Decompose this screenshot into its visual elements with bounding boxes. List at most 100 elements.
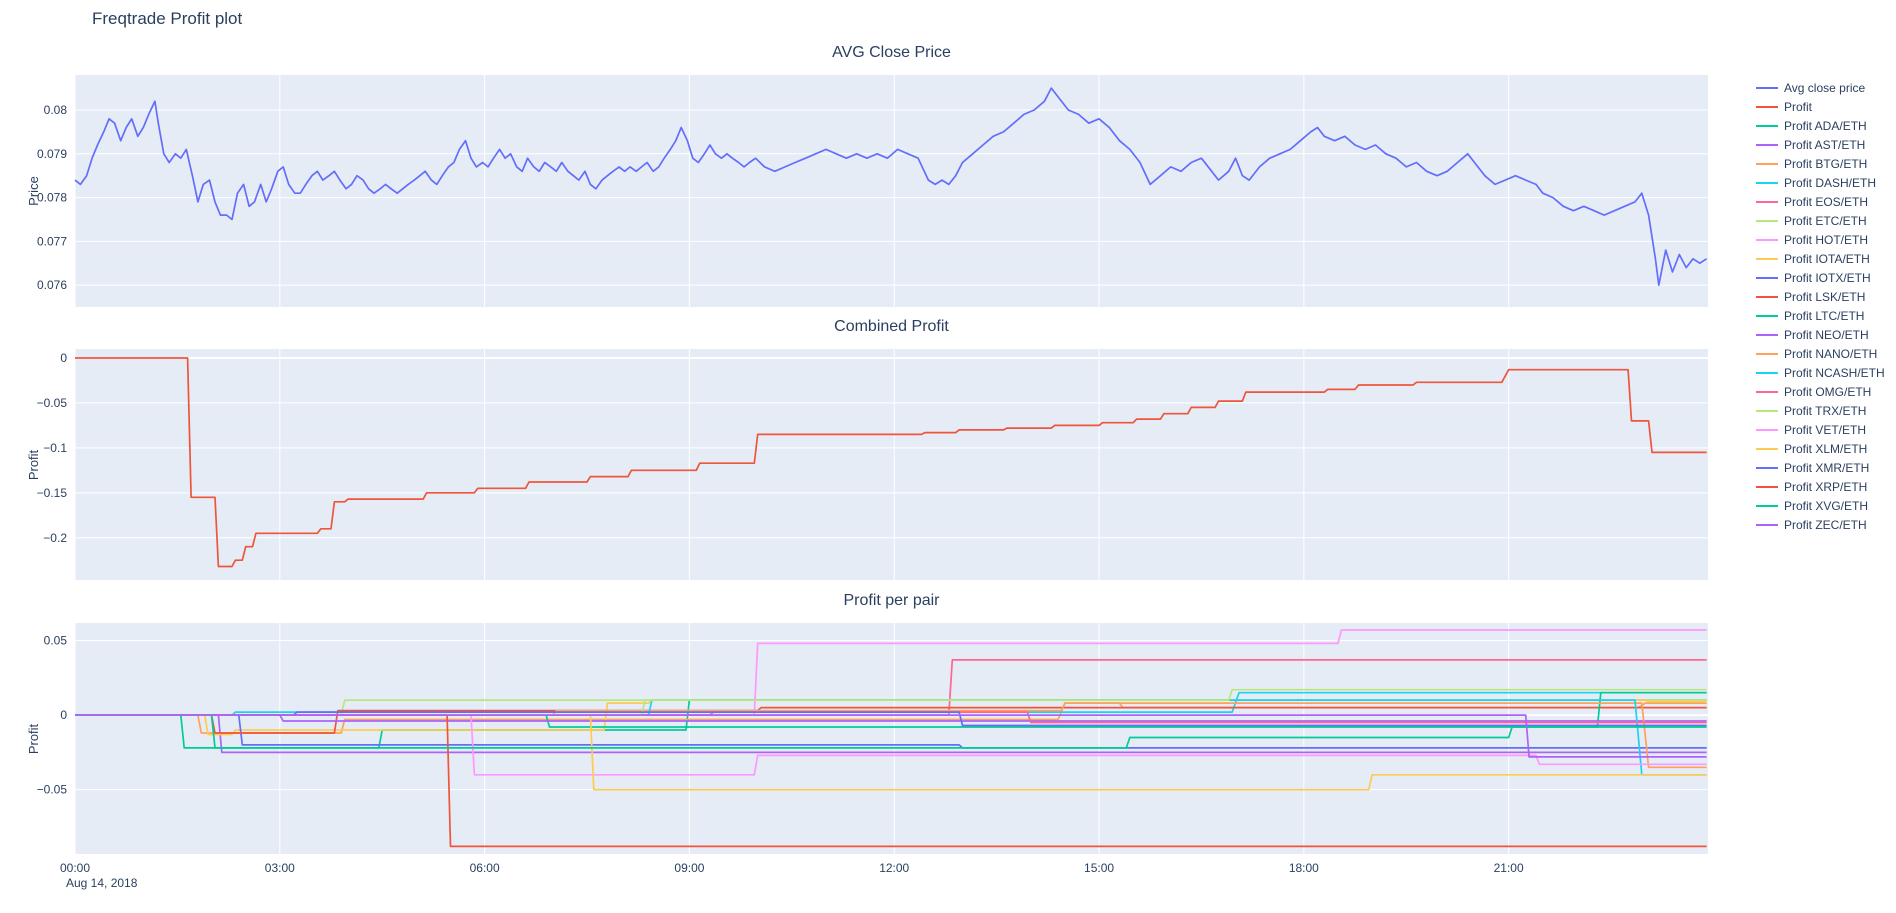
legend-label: Profit BTG/ETH xyxy=(1784,156,1868,171)
legend-item-profit-trx-eth[interactable]: Profit TRX/ETH xyxy=(1756,401,1885,420)
y-tick-label: 0 xyxy=(60,351,67,365)
x-tick-label: 18:00 xyxy=(1289,861,1319,875)
legend-item-profit-omg-eth[interactable]: Profit OMG/ETH xyxy=(1756,382,1885,401)
legend-swatch-icon xyxy=(1756,124,1778,127)
x-tick-label: 09:00 xyxy=(674,861,704,875)
legend-label: Profit AST/ETH xyxy=(1784,137,1866,152)
legend-swatch-icon xyxy=(1756,143,1778,146)
legend-swatch-icon xyxy=(1756,295,1778,298)
legend-item-profit-xvg-eth[interactable]: Profit XVG/ETH xyxy=(1756,496,1885,515)
y-tick-label: 0.08 xyxy=(44,103,68,117)
legend-swatch-icon xyxy=(1756,105,1778,108)
legend-item-profit-ltc-eth[interactable]: Profit LTC/ETH xyxy=(1756,306,1885,325)
legend-label: Profit ETC/ETH xyxy=(1784,213,1867,228)
legend-label: Profit ZEC/ETH xyxy=(1784,517,1867,532)
legend-label: Profit IOTX/ETH xyxy=(1784,270,1871,285)
legend-swatch-icon xyxy=(1756,276,1778,279)
legend-swatch-icon xyxy=(1756,409,1778,412)
legend-swatch-icon xyxy=(1756,485,1778,488)
legend-label: Profit VET/ETH xyxy=(1784,422,1867,437)
subplot-profit-per-pair[interactable]: 0.05 0 −0.05 00:00 03:00 06:00 09:00 12:00 15:00… xyxy=(37,623,1708,875)
y-tick-label: 0 xyxy=(60,708,67,722)
plot-background xyxy=(75,349,1708,580)
y-tick-label: 0.076 xyxy=(37,278,67,292)
y-axis-title-price: Price xyxy=(26,176,41,206)
legend-item-profit[interactable]: Profit xyxy=(1756,97,1885,116)
legend-item-profit-lsk-eth[interactable]: Profit LSK/ETH xyxy=(1756,287,1885,306)
legend-label: Avg close price xyxy=(1784,80,1866,95)
legend-label: Profit IOTA/ETH xyxy=(1784,251,1870,266)
subplot-avg-close-price[interactable]: 0.08 0.079 0.078 0.077 0.076 xyxy=(37,75,1708,307)
y-axis-title-profit-per-pair: Profit xyxy=(26,723,41,755)
x-tick-label: 12:00 xyxy=(879,861,909,875)
legend-item-profit-zec-eth[interactable]: Profit ZEC/ETH xyxy=(1756,515,1885,534)
legend-label: Profit LSK/ETH xyxy=(1784,289,1866,304)
legend-item-profit-xlm-eth[interactable]: Profit XLM/ETH xyxy=(1756,439,1885,458)
legend-swatch-icon xyxy=(1756,181,1778,184)
legend-label: Profit ADA/ETH xyxy=(1784,118,1867,133)
legend-label: Profit XLM/ETH xyxy=(1784,441,1868,456)
legend-label: Profit LTC/ETH xyxy=(1784,308,1865,323)
legend-swatch-icon xyxy=(1756,447,1778,450)
subplot-title-profit-per-pair: Profit per pair xyxy=(843,592,940,609)
legend-item-profit-xmr-eth[interactable]: Profit XMR/ETH xyxy=(1756,458,1885,477)
legend-item-profit-neo-eth[interactable]: Profit NEO/ETH xyxy=(1756,325,1885,344)
plot-background xyxy=(75,75,1708,307)
legend-swatch-icon xyxy=(1756,352,1778,355)
legend-item-profit-ada-eth[interactable]: Profit ADA/ETH xyxy=(1756,116,1885,135)
legend-swatch-icon xyxy=(1756,466,1778,469)
legend-item-profit-eos-eth[interactable]: Profit EOS/ETH xyxy=(1756,192,1885,211)
series-profit-iota-eth xyxy=(75,699,1707,736)
legend-swatch-icon xyxy=(1756,314,1778,317)
y-tick-label: −0.15 xyxy=(37,486,68,500)
subplot-title-combined-profit: Combined Profit xyxy=(834,318,949,335)
legend-label: Profit NCASH/ETH xyxy=(1784,365,1885,380)
legend-label: Profit TRX/ETH xyxy=(1784,403,1867,418)
legend-item-profit-iota-eth[interactable]: Profit IOTA/ETH xyxy=(1756,249,1885,268)
legend-swatch-icon xyxy=(1756,523,1778,526)
legend-label: Profit xyxy=(1784,99,1813,114)
legend-label: Profit XMR/ETH xyxy=(1784,460,1870,475)
y-tick-label: −0.2 xyxy=(43,531,67,545)
legend-item-avg-close-price[interactable]: Avg close price xyxy=(1756,78,1885,97)
legend-item-profit-etc-eth[interactable]: Profit ETC/ETH xyxy=(1756,211,1885,230)
x-tick-label: 00:00 xyxy=(60,861,90,875)
legend-item-profit-dash-eth[interactable]: Profit DASH/ETH xyxy=(1756,173,1885,192)
legend-swatch-icon xyxy=(1756,200,1778,203)
y-tick-label: −0.1 xyxy=(43,441,67,455)
series-avg-close-price xyxy=(74,87,1708,286)
legend-item-profit-btg-eth[interactable]: Profit BTG/ETH xyxy=(1756,154,1885,173)
series-profit-vet-eth xyxy=(75,714,1707,776)
legend: Avg close price Profit Profit ADA/ETH Profi… xyxy=(1756,78,1885,534)
x-axis-date-label: Aug 14, 2018 xyxy=(66,876,138,890)
legend-label: Profit OMG/ETH xyxy=(1784,384,1872,399)
subplot-title-avg-close-price: AVG Close Price xyxy=(832,44,951,61)
legend-swatch-icon xyxy=(1756,428,1778,431)
legend-label: Profit HOT/ETH xyxy=(1784,232,1869,247)
legend-item-profit-hot-eth[interactable]: Profit HOT/ETH xyxy=(1756,230,1885,249)
y-tick-label: 0.079 xyxy=(37,147,67,161)
x-tick-label: 15:00 xyxy=(1084,861,1114,875)
plot-background xyxy=(75,623,1708,854)
legend-swatch-icon xyxy=(1756,371,1778,374)
y-tick-label: 0.077 xyxy=(37,234,67,248)
legend-item-profit-ncash-eth[interactable]: Profit NCASH/ETH xyxy=(1756,363,1885,382)
series-profit-zec-eth xyxy=(75,714,1707,758)
legend-swatch-icon xyxy=(1756,390,1778,393)
legend-swatch-icon xyxy=(1756,333,1778,336)
y-axis-title-profit-combined: Profit xyxy=(26,449,41,481)
x-tick-label: 06:00 xyxy=(470,861,500,875)
legend-swatch-icon xyxy=(1756,162,1778,165)
legend-item-profit-vet-eth[interactable]: Profit VET/ETH xyxy=(1756,420,1885,439)
series-profit-ada-eth xyxy=(75,699,1707,749)
subplot-combined-profit[interactable]: 0 −0.05 −0.1 −0.15 −0.2 xyxy=(37,349,1708,580)
legend-item-profit-iotx-eth[interactable]: Profit IOTX/ETH xyxy=(1756,268,1885,287)
legend-label: Profit XRP/ETH xyxy=(1784,479,1868,494)
legend-item-profit-xrp-eth[interactable]: Profit XRP/ETH xyxy=(1756,477,1885,496)
y-tick-label: 0.078 xyxy=(37,191,67,205)
legend-label: Profit EOS/ETH xyxy=(1784,194,1869,209)
legend-item-profit-ast-eth[interactable]: Profit AST/ETH xyxy=(1756,135,1885,154)
legend-item-profit-nano-eth[interactable]: Profit NANO/ETH xyxy=(1756,344,1885,363)
